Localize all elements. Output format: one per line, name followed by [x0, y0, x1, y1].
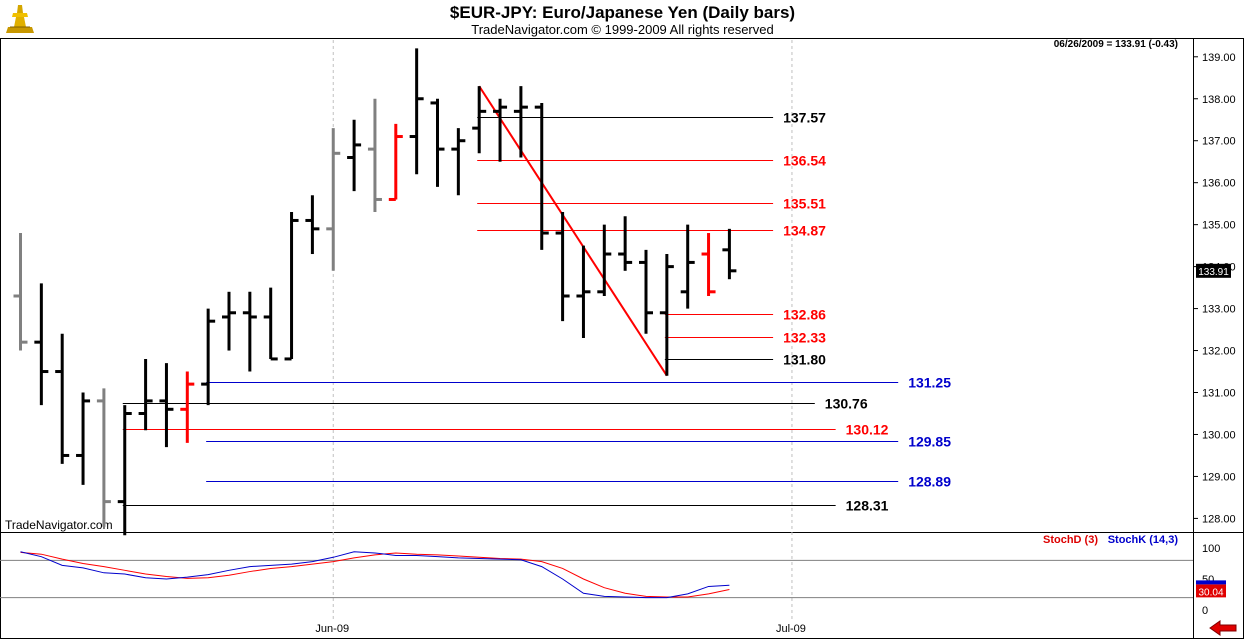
ohlc-bar — [138, 358, 153, 431]
stoch-value-tag — [1196, 584, 1226, 598]
chart-header: $EUR-JPY: Euro/Japanese Yen (Daily bars)… — [0, 0, 1245, 40]
ohlc-bar — [597, 224, 612, 296]
x-axis-label: Jul-09 — [776, 623, 806, 635]
stoch-legend-entry: StochD (3) — [1043, 534, 1098, 546]
ohlc-bar — [680, 224, 695, 309]
stoch-line — [20, 551, 730, 598]
level-label: 134.87 — [783, 223, 826, 239]
stoch-line — [20, 551, 730, 599]
watermark-text: TradeNavigator.com — [5, 518, 113, 532]
level-label: 132.86 — [783, 307, 826, 323]
level-label: 130.76 — [825, 396, 868, 412]
ohlc-bar — [451, 128, 466, 196]
ohlc-bar — [388, 123, 403, 201]
y-tick-label: 135.00 — [1202, 220, 1236, 232]
level-label: 128.89 — [908, 474, 951, 490]
trade-navigator-logo-icon[interactable] — [4, 3, 36, 35]
ohlc-bar — [347, 119, 362, 192]
y-tick-label: 136.00 — [1202, 178, 1236, 190]
ohlc-bar — [76, 392, 91, 485]
chart-frame — [0, 38, 1244, 639]
outer-border — [0, 38, 1244, 639]
level-label: 131.80 — [783, 352, 826, 368]
level-label: 131.25 — [908, 375, 951, 391]
y-tick-label: 138.00 — [1202, 94, 1236, 106]
ohlc-bar — [472, 86, 487, 154]
y-tick-label: 129.00 — [1202, 471, 1236, 483]
y-tick-label: 128.00 — [1202, 513, 1236, 525]
stoch-value-label: 30.04 — [1198, 587, 1223, 598]
stoch-tick-label: 100 — [1202, 543, 1220, 555]
ohlc-bar — [159, 363, 174, 448]
ohlc-bar — [326, 128, 341, 271]
ohlc-bar — [242, 291, 257, 372]
price-axis: 128.00129.00130.00131.00132.00133.00134.… — [1193, 52, 1236, 525]
level-label: 137.57 — [783, 110, 826, 126]
level-label: 129.85 — [908, 434, 951, 450]
copyright-text: TradeNavigator.com © 1999-2009 All right… — [471, 22, 774, 37]
ohlc-bar — [493, 98, 508, 162]
chart-title: $EUR-JPY: Euro/Japanese Yen (Daily bars) — [449, 3, 796, 22]
ohlc-bar — [701, 233, 716, 296]
grid-lines: Jun-09 Jul-09 TradeNavigator.com 06/26/2009… — [5, 39, 1178, 635]
y-tick-label: 139.00 — [1202, 52, 1236, 64]
level-label: 135.51 — [783, 196, 826, 212]
y-tick-label: 133.00 — [1202, 304, 1236, 316]
ohlc-bar — [201, 308, 216, 406]
ohlc-bar — [576, 245, 591, 338]
x-axis-label: Jun-09 — [315, 623, 349, 635]
ohlc-bar — [13, 233, 28, 351]
ohlc-bar — [430, 98, 445, 187]
current-price-tag — [1196, 263, 1231, 278]
y-tick-label: 137.00 — [1202, 136, 1236, 148]
ohlc-bar — [305, 195, 320, 255]
ohlc-bar — [409, 48, 424, 175]
ohlc-bar — [534, 102, 549, 250]
stoch-k-tag — [1196, 580, 1226, 585]
ohlc-bar — [618, 216, 633, 271]
ohlc-bar — [722, 228, 737, 280]
ohlc-bar — [263, 287, 278, 361]
trendline — [478, 85, 668, 377]
ohlc-bar — [180, 371, 195, 443]
y-tick-label: 131.00 — [1202, 388, 1236, 400]
y-tick-label: 132.00 — [1202, 346, 1236, 358]
ohlc-bar — [284, 212, 299, 361]
ohlc-bar — [34, 283, 49, 406]
ohlc-bar — [55, 333, 70, 464]
ohlc-bar — [639, 249, 653, 334]
ohlc-bar — [659, 254, 674, 376]
stoch-legend-entry: StochK (14,3) — [1108, 534, 1179, 546]
ohlc-bar — [96, 388, 111, 527]
price-bars — [13, 48, 737, 536]
ohlc-bar — [555, 212, 570, 322]
red-left-arrow-icon[interactable] — [1209, 620, 1237, 636]
current-price-label: 133.91 — [1198, 267, 1229, 278]
stoch-tick-label: 0 — [1202, 605, 1208, 617]
level-label: 128.31 — [846, 498, 889, 514]
y-tick-label: 130.00 — [1202, 429, 1236, 441]
ohlc-bar — [367, 98, 382, 213]
level-label: 136.54 — [783, 153, 826, 169]
ohlc-bar — [513, 86, 528, 158]
level-label: 130.12 — [846, 422, 889, 438]
level-label: 132.33 — [783, 330, 826, 346]
ohlc-bar — [222, 291, 236, 351]
trendline-layer — [478, 85, 668, 377]
last-quote-text: 06/26/2009 = 133.91 (-0.43) — [1054, 39, 1178, 50]
ohlc-bar — [117, 405, 132, 536]
support-resistance-levels: 137.57 136.54 135.51 134.87 132.86 132.33 131.… — [122, 110, 951, 514]
